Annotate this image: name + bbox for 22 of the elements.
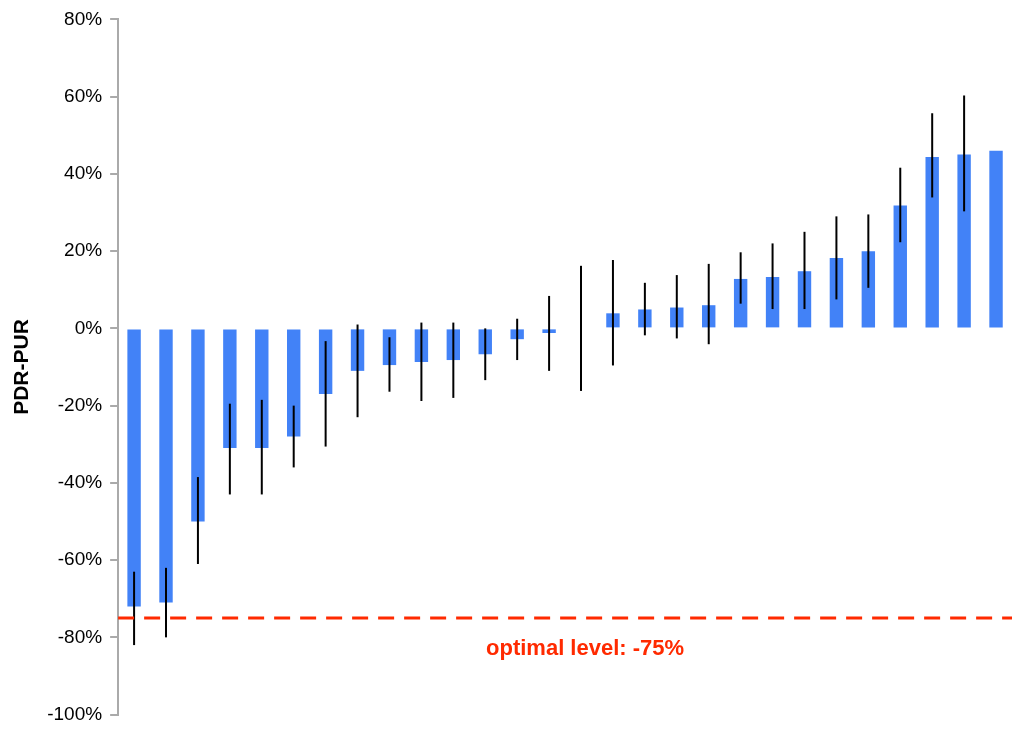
y-tick-label: -60% bbox=[57, 548, 103, 570]
bar bbox=[159, 329, 173, 603]
y-tick-label: -40% bbox=[57, 471, 103, 493]
y-tick-label: 60% bbox=[64, 84, 103, 106]
bar bbox=[893, 205, 907, 328]
bar bbox=[925, 156, 939, 328]
ref-line-label: optimal level: -75% bbox=[486, 635, 685, 661]
y-tick-label: 40% bbox=[64, 162, 103, 184]
y-tick-label: 20% bbox=[64, 239, 103, 261]
bar bbox=[989, 150, 1003, 328]
y-tick-label: -80% bbox=[57, 625, 103, 647]
bar bbox=[255, 329, 269, 449]
bar bbox=[287, 329, 301, 437]
y-axis-title: PDR-PUR bbox=[9, 319, 33, 415]
bar bbox=[957, 154, 971, 328]
bar bbox=[127, 329, 141, 607]
y-tick-label: 0% bbox=[74, 316, 103, 338]
y-tick-label: -20% bbox=[57, 393, 103, 415]
bar bbox=[223, 329, 237, 449]
y-tick-label: -100% bbox=[47, 702, 103, 724]
bar bbox=[191, 329, 205, 522]
y-tick-label: 80% bbox=[64, 7, 103, 29]
